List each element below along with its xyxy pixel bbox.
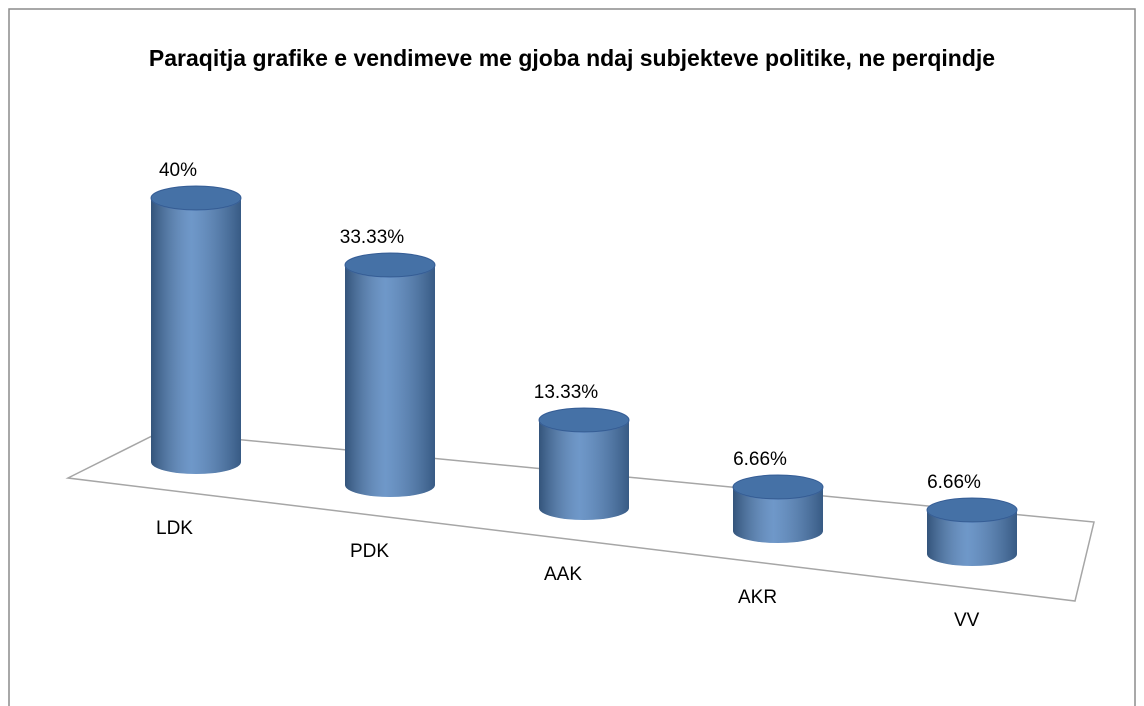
cylinder xyxy=(538,407,630,520)
cylinder-top xyxy=(150,185,242,211)
cylinder-shade xyxy=(151,198,241,474)
data-label: 40% xyxy=(159,160,197,181)
cylinder xyxy=(732,474,824,543)
cylinder-top xyxy=(538,407,630,433)
cylinder-top xyxy=(344,252,436,278)
cylinder-shade xyxy=(733,487,823,543)
chart-border xyxy=(8,8,1136,706)
cylinder-top-shade xyxy=(151,186,241,210)
cylinder-shade xyxy=(927,510,1017,566)
x-tick-label: VV xyxy=(954,610,980,631)
cylinder-top-shade xyxy=(539,408,629,433)
x-tick-label: LDK xyxy=(156,518,193,539)
cylinder-top xyxy=(732,474,824,500)
cylinder-shade xyxy=(345,265,435,497)
cylinder-top-shade xyxy=(927,498,1017,523)
x-tick-label: AKR xyxy=(738,587,777,608)
data-label: 6.66% xyxy=(733,449,787,470)
cylinder xyxy=(150,185,242,474)
floor xyxy=(65,431,1095,602)
cylinder-top-shade xyxy=(345,253,435,278)
cylinder-top xyxy=(926,497,1018,523)
chart-title: Paraqitja grafike e vendimeve me gjoba n… xyxy=(148,45,996,71)
cylinder xyxy=(926,497,1018,566)
cylinder xyxy=(344,252,436,497)
data-label: 33.33% xyxy=(340,227,405,248)
data-label: 6.66% xyxy=(927,472,981,493)
cylinder-top-shade xyxy=(733,475,823,500)
data-label: 13.33% xyxy=(534,382,599,403)
cylinder-shade xyxy=(539,420,629,520)
x-tick-label: PDK xyxy=(350,541,389,562)
x-tick-label: AAK xyxy=(544,564,582,585)
